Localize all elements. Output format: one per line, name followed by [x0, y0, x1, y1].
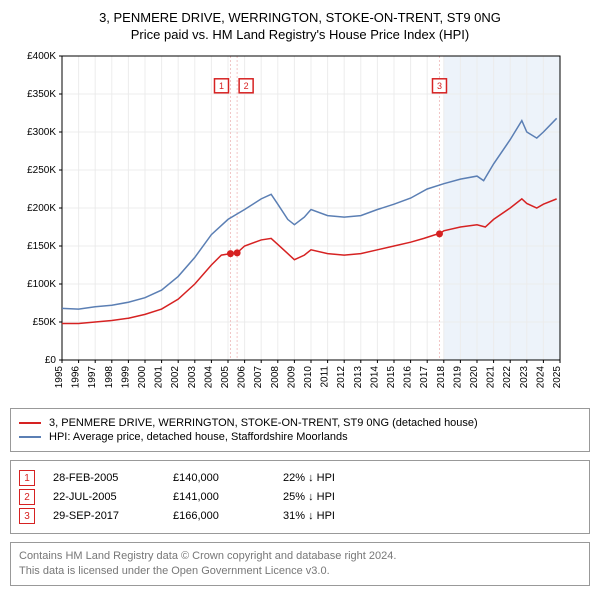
chart-container: £0 £50K £100K £150K £200K £250K £300K £350K £400…: [10, 50, 590, 400]
event-marker: 1: [19, 470, 35, 486]
legend-item: HPI: Average price, detached house, Staf…: [19, 431, 581, 443]
line-chart: £0 £50K £100K £150K £200K £250K £300K £350K £400…: [10, 50, 570, 400]
svg-text:2003: 2003: [187, 366, 198, 389]
legend-item: 3, PENMERE DRIVE, WERRINGTON, STOKE-ON-T…: [19, 417, 581, 429]
svg-text:2005: 2005: [220, 366, 231, 389]
events-table: 1 28-FEB-2005£140,00022% ↓ HPI 2 22-JUL-200…: [10, 460, 590, 534]
svg-text:2021: 2021: [486, 366, 497, 389]
svg-text:2007: 2007: [253, 366, 264, 389]
title-line2: Price paid vs. HM Land Registry's House …: [10, 27, 590, 42]
svg-text:2024: 2024: [535, 366, 546, 389]
chart-title-block: 3, PENMERE DRIVE, WERRINGTON, STOKE-ON-T…: [10, 10, 590, 42]
event-marker: 2: [19, 489, 35, 505]
event-date: 22-JUL-2005: [53, 491, 173, 503]
svg-text:2025: 2025: [552, 366, 563, 389]
svg-text:£350K: £350K: [27, 89, 56, 100]
svg-text:1996: 1996: [71, 366, 82, 389]
legend-label: HPI: Average price, detached house, Staf…: [49, 431, 348, 443]
svg-text:2013: 2013: [353, 366, 364, 389]
svg-text:2011: 2011: [320, 366, 331, 388]
svg-text:2012: 2012: [336, 366, 347, 389]
svg-text:2000: 2000: [137, 366, 148, 389]
svg-text:£400K: £400K: [27, 51, 56, 62]
svg-text:3: 3: [437, 81, 442, 91]
event-delta: 31% ↓ HPI: [283, 510, 335, 522]
event-date: 29-SEP-2017: [53, 510, 173, 522]
svg-text:1997: 1997: [87, 366, 98, 389]
svg-text:2006: 2006: [237, 366, 248, 389]
event-price: £141,000: [173, 491, 283, 503]
svg-text:2016: 2016: [403, 366, 414, 389]
event-delta: 22% ↓ HPI: [283, 472, 335, 484]
event-marker: 3: [19, 508, 35, 524]
svg-text:2002: 2002: [170, 366, 181, 389]
svg-text:£300K: £300K: [27, 127, 56, 138]
svg-text:1999: 1999: [120, 366, 131, 389]
legend-swatch: [19, 422, 41, 424]
svg-text:2015: 2015: [386, 366, 397, 389]
svg-text:£200K: £200K: [27, 203, 56, 214]
event-price: £166,000: [173, 510, 283, 522]
svg-text:2014: 2014: [369, 366, 380, 389]
svg-text:2019: 2019: [452, 366, 463, 389]
title-line1: 3, PENMERE DRIVE, WERRINGTON, STOKE-ON-T…: [10, 10, 590, 25]
svg-text:£250K: £250K: [27, 165, 56, 176]
svg-text:2004: 2004: [203, 366, 214, 389]
svg-text:2018: 2018: [436, 366, 447, 389]
event-row: 3 29-SEP-2017£166,00031% ↓ HPI: [19, 508, 581, 524]
svg-text:2001: 2001: [154, 366, 165, 389]
legend-swatch: [19, 436, 41, 438]
svg-text:£0: £0: [45, 355, 57, 366]
attribution: Contains HM Land Registry data © Crown c…: [10, 542, 590, 586]
svg-text:£150K: £150K: [27, 241, 56, 252]
svg-text:2: 2: [244, 81, 249, 91]
svg-text:2020: 2020: [469, 366, 480, 389]
svg-text:2017: 2017: [419, 366, 430, 389]
attribution-line1: Contains HM Land Registry data © Crown c…: [19, 549, 581, 564]
event-price: £140,000: [173, 472, 283, 484]
event-delta: 25% ↓ HPI: [283, 491, 335, 503]
svg-text:1995: 1995: [54, 366, 65, 389]
svg-text:2022: 2022: [502, 366, 513, 389]
event-row: 1 28-FEB-2005£140,00022% ↓ HPI: [19, 470, 581, 486]
svg-text:£50K: £50K: [33, 317, 57, 328]
svg-text:2008: 2008: [270, 366, 281, 389]
svg-text:2009: 2009: [286, 366, 297, 389]
legend-label: 3, PENMERE DRIVE, WERRINGTON, STOKE-ON-T…: [49, 417, 478, 429]
svg-text:2010: 2010: [303, 366, 314, 389]
event-date: 28-FEB-2005: [53, 472, 173, 484]
svg-text:1: 1: [219, 81, 224, 91]
svg-text:£100K: £100K: [27, 279, 56, 290]
legend: 3, PENMERE DRIVE, WERRINGTON, STOKE-ON-T…: [10, 408, 590, 452]
attribution-line2: This data is licensed under the Open Gov…: [19, 564, 581, 579]
event-row: 2 22-JUL-2005£141,00025% ↓ HPI: [19, 489, 581, 505]
svg-text:1998: 1998: [104, 366, 115, 389]
svg-text:2023: 2023: [519, 366, 530, 389]
